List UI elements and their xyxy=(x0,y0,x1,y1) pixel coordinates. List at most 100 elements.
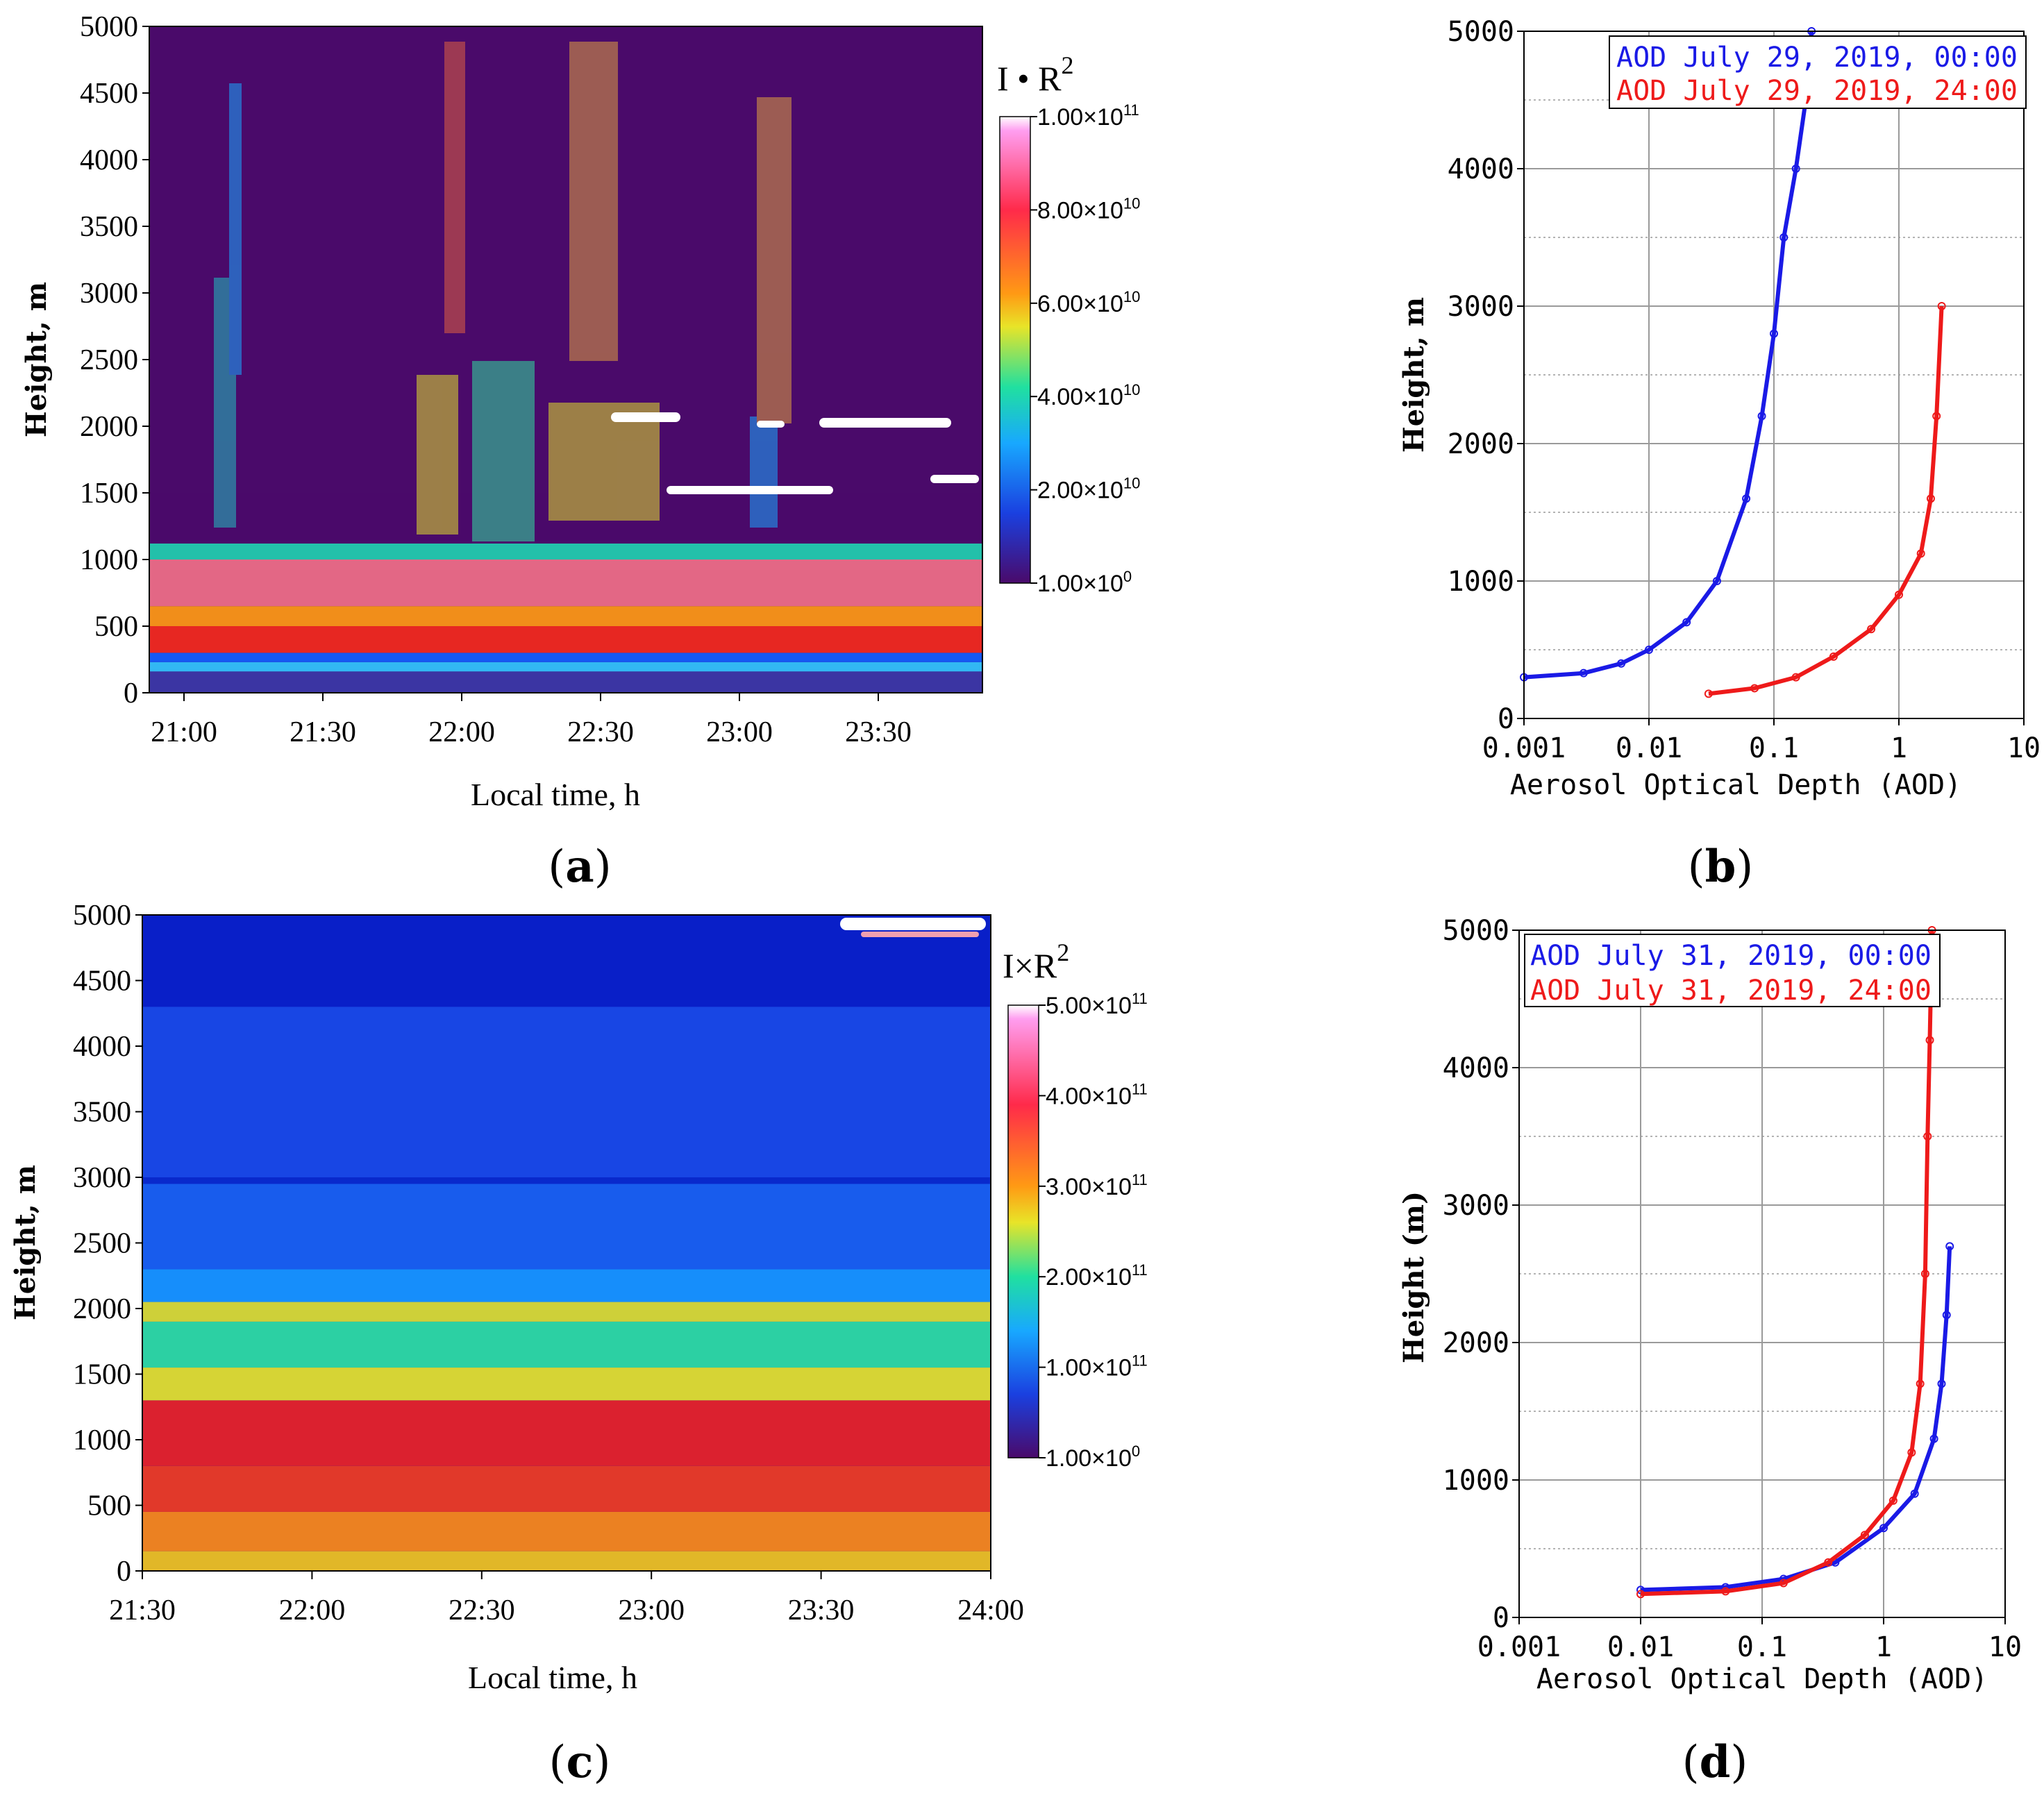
chart-a-ylabel: Height, m xyxy=(20,282,53,437)
chart-c-layer xyxy=(142,1321,991,1368)
chart-d-ytick-label: 4000 xyxy=(1443,1052,1509,1084)
chart-b-xtick-label: 0.001 xyxy=(1482,732,1566,764)
chart-b-ytick-label: 1000 xyxy=(1448,566,1514,598)
chart-c-xtick-label: 21:30 xyxy=(109,1595,176,1626)
chart-b-legend-entry-1: AOD July 29, 2019, 24:00 xyxy=(1616,75,2018,107)
panel-label-d: (d) xyxy=(1682,1736,1748,1788)
chart-a-cloud-streaks xyxy=(611,412,979,494)
chart-b-ylabel: Height, m xyxy=(1398,297,1430,453)
chart-c-colorbar-title: I×R2 xyxy=(1003,939,1069,985)
chart-d-xlabel: Aerosol Optical Depth (AOD) xyxy=(1536,1663,1988,1695)
chart-b-series-1-point xyxy=(1932,412,1941,421)
chart-b-ytick-label: 5000 xyxy=(1448,16,1514,48)
chart-a-xlabel: Local time, h xyxy=(471,777,640,812)
chart-c-layer xyxy=(142,1511,991,1551)
chart-c-xtick-label: 23:30 xyxy=(788,1595,855,1626)
chart-b-series-0-point xyxy=(1779,233,1788,242)
chart-b-legend-box xyxy=(1609,35,2027,109)
chart-c-colorbar-label: 2.00×1011 xyxy=(1046,1261,1148,1290)
chart-b-series-0-line xyxy=(1523,31,1814,680)
chart-c-ytick-label: 1000 xyxy=(73,1424,131,1456)
chart-b-series-1-point xyxy=(1916,549,1925,558)
chart-d-series-1-point xyxy=(1907,1448,1916,1457)
chart-d-series-1-point xyxy=(1923,1132,1932,1141)
chart-c-xtick-label: 24:00 xyxy=(957,1595,1024,1626)
chart-b-series-1-point xyxy=(1895,590,1903,599)
chart-c-layer xyxy=(142,1184,991,1270)
chart-b-series-1-point xyxy=(1937,302,1946,310)
chart-c: 0 500 1000 1500 2000 2500 3000 3500 4000 4500 5000… xyxy=(9,900,1148,1695)
chart-c-layer xyxy=(142,1177,991,1184)
chart-a-colorbar-label: 2.00×1010 xyxy=(1037,475,1140,504)
chart-c-layer xyxy=(142,915,991,1007)
chart-b-ytick-label: 0 xyxy=(1498,703,1514,735)
chart-c-layer xyxy=(142,1269,991,1302)
chart-c-colorbar-label: 1.00×100 xyxy=(1046,1442,1140,1472)
chart-a-layer xyxy=(149,662,982,672)
chart-d-series-1-point xyxy=(1888,1496,1898,1505)
chart-c-colorbar-label: 4.00×1011 xyxy=(1046,1080,1148,1109)
chart-b-series-1-point xyxy=(1750,684,1759,693)
chart-d-series-0-point xyxy=(1937,1379,1946,1388)
chart-c-xtick-label: 23:00 xyxy=(618,1595,685,1626)
chart-d-legend-box xyxy=(1524,934,1941,1007)
chart-c-ytick-label: 500 xyxy=(87,1490,131,1522)
chart-d-ylabel: Height (m) xyxy=(1398,1191,1430,1363)
chart-d-series-1-point xyxy=(1636,1590,1645,1599)
chart-b-series-0-point xyxy=(1757,412,1766,421)
chart-d-series-0-point xyxy=(1945,1242,1954,1251)
chart-a-ytick-label: 3500 xyxy=(80,211,138,243)
chart-c-xlabel: Local time, h xyxy=(468,1660,637,1695)
chart-c-colorbar-label: 1.00×1011 xyxy=(1046,1352,1148,1381)
chart-a-xtick-label: 21:30 xyxy=(290,716,356,748)
chart-d-legend-entry-1: AOD July 31, 2019, 24:00 xyxy=(1530,975,1932,1007)
chart-d-ytick-label: 5000 xyxy=(1443,915,1509,947)
chart-d-series-1-point xyxy=(1824,1558,1833,1567)
chart-d: 0 1000 2000 3000 4000 5000 0.001 0.01 0.1 1 10 He… xyxy=(1398,915,2022,1695)
chart-a-colorbar-label: 1.00×1011 xyxy=(1037,101,1139,131)
chart-a-xtick-label: 23:30 xyxy=(845,716,912,748)
chart-b-legend-entry-0: AOD July 29, 2019, 00:00 xyxy=(1616,42,2018,74)
chart-b-series-0-point xyxy=(1791,165,1800,173)
chart-a-layer xyxy=(149,671,982,693)
chart-c-ytick-label: 2000 xyxy=(73,1293,131,1325)
chart-b-ytick-label: 3000 xyxy=(1448,291,1514,323)
chart-a-colorbar-label: 1.00×100 xyxy=(1037,568,1132,597)
chart-b-xtick-label: 0.01 xyxy=(1616,732,1682,764)
chart-b-xlabel: Aerosol Optical Depth (AOD) xyxy=(1510,769,1961,801)
chart-d-series-1-point xyxy=(1925,1036,1934,1045)
chart-a-plumes xyxy=(214,42,791,541)
chart-a-layer xyxy=(149,543,982,560)
chart-d-series-1-point xyxy=(1721,1587,1730,1596)
panel-label-a: (a) xyxy=(548,841,611,893)
chart-c-layer xyxy=(142,1302,991,1322)
chart-d-series-1-point xyxy=(1860,1531,1869,1540)
chart-a-colorbar-title: I • R2 xyxy=(997,51,1074,98)
chart-b-legend: AOD July 29, 2019, 00:00 AOD July 29, 20… xyxy=(1609,35,2027,109)
chart-d-series-1-point xyxy=(1779,1579,1788,1588)
chart-a-ytick-label: 1000 xyxy=(80,544,138,576)
chart-d-series-0-line xyxy=(1640,1246,1952,1592)
chart-b-ytick-label: 4000 xyxy=(1448,153,1514,185)
chart-d-xtick-label: 10 xyxy=(1988,1631,2022,1663)
chart-b-series-1-point xyxy=(1867,625,1876,634)
chart-c-ytick-label: 4500 xyxy=(73,966,131,998)
chart-d-legend: AOD July 31, 2019, 00:00 AOD July 31, 20… xyxy=(1524,934,1941,1007)
chart-b-series-0-point xyxy=(1712,577,1721,585)
chart-b-series-1-point xyxy=(1704,689,1713,698)
chart-a-ytick-label: 2500 xyxy=(80,344,138,376)
chart-a-colorbar-label: 6.00×1010 xyxy=(1037,288,1140,317)
chart-a-xtick-label: 23:00 xyxy=(706,716,773,748)
chart-b-series-0-point xyxy=(1742,494,1751,503)
chart-d-xtick-label: 1 xyxy=(1875,1631,1892,1663)
chart-d-ytick-label: 0 xyxy=(1493,1602,1509,1634)
chart-a-layer xyxy=(149,626,982,653)
chart-d-series-1-line xyxy=(1640,930,1934,1597)
chart-c-layer xyxy=(142,1007,991,1177)
chart-a-colorbar-label: 4.00×1010 xyxy=(1037,381,1140,410)
chart-c-frame xyxy=(142,914,991,1572)
chart-c-ytick-label: 3000 xyxy=(73,1162,131,1194)
chart-c-layer xyxy=(142,1465,991,1512)
chart-d-series-0-point xyxy=(1879,1524,1888,1533)
